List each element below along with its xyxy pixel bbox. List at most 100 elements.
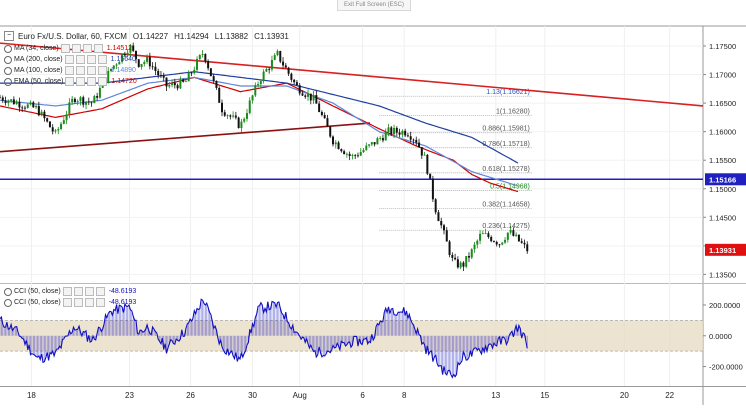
settings-icon[interactable]	[98, 77, 108, 86]
main-legend-row[interactable]: MA (34, close) 1.14512	[4, 43, 132, 54]
candle-body	[4, 100, 7, 103]
candle-body	[484, 233, 487, 235]
candle-body	[218, 88, 221, 103]
eye-icon[interactable]	[4, 55, 12, 64]
settings-icon[interactable]	[93, 44, 103, 53]
settings-icon[interactable]	[71, 44, 81, 53]
candle-body	[79, 97, 82, 102]
cci-legend-label: CCI (50, close)	[14, 299, 61, 306]
eye-icon[interactable]	[4, 298, 12, 307]
candle-body	[517, 234, 520, 242]
fib-level-label: 0.786(1.15718)	[482, 141, 529, 148]
fib-level-label: 0.886(1.15981)	[482, 126, 529, 133]
x-tick-label: 23	[125, 391, 134, 400]
candle-body	[7, 100, 10, 103]
candle-body	[176, 85, 179, 89]
candle-body	[21, 107, 24, 109]
settings-icon[interactable]	[86, 55, 96, 64]
candle-body	[506, 232, 509, 240]
main-legend-row[interactable]: MA (100, close) 1.14890	[4, 65, 136, 76]
candle-body	[179, 79, 182, 89]
fib-level-label: 0.5(1.14968)	[490, 184, 530, 191]
settings-icon[interactable]	[64, 66, 74, 75]
main-legend-value: 1.14720	[111, 78, 137, 85]
settings-icon[interactable]	[73, 298, 83, 307]
candle-body	[212, 76, 215, 81]
candle-body	[134, 50, 137, 60]
candle-body	[51, 127, 54, 132]
exit-fullscreen-button[interactable]: Exit Full Screen (ESC)	[337, 0, 411, 11]
cci-legend-row[interactable]: CCI (50, close) -48.6193	[4, 286, 136, 297]
settings-icon[interactable]	[84, 287, 94, 296]
candle-body	[526, 244, 529, 252]
candle-body	[523, 242, 526, 245]
settings-icon[interactable]	[75, 55, 85, 64]
main-legend-row[interactable]: EMA (50, close) 1.14720	[4, 76, 137, 87]
candle-body	[376, 138, 379, 145]
fib-level-label: 0.236(1.14275)	[482, 223, 529, 230]
main-legend-row[interactable]: MA (200, close) 1.15640	[4, 54, 136, 65]
candle-body	[287, 67, 290, 74]
settings-icon[interactable]	[82, 44, 92, 53]
settings-icon[interactable]	[60, 44, 70, 53]
trendline	[0, 42, 704, 107]
settings-icon[interactable]	[95, 287, 105, 296]
settings-icon[interactable]	[75, 66, 85, 75]
y-tick-label: 1.14500	[709, 213, 736, 222]
settings-icon[interactable]	[62, 287, 72, 296]
candle-body	[440, 221, 443, 226]
settings-icon[interactable]	[87, 77, 97, 86]
candle-body	[498, 244, 501, 246]
x-tick-label: 20	[620, 391, 629, 400]
cci-legend-row[interactable]: CCI (50, close) -48.6193	[4, 297, 136, 308]
eye-icon[interactable]	[4, 77, 12, 86]
settings-icon[interactable]	[97, 66, 107, 75]
candle-body	[184, 81, 187, 83]
candle-body	[257, 84, 260, 86]
settings-icon[interactable]	[73, 287, 83, 296]
settings-icon[interactable]	[95, 298, 105, 307]
x-tick-label: 15	[540, 391, 549, 400]
candle-body	[193, 69, 196, 74]
collapse-icon[interactable]: −	[4, 31, 14, 41]
ohlc-high: H1.14294	[174, 31, 209, 41]
candle-body	[459, 262, 462, 268]
eye-icon[interactable]	[4, 44, 12, 53]
eye-icon[interactable]	[4, 287, 12, 296]
candle-body	[473, 244, 476, 250]
settings-icon[interactable]	[64, 55, 74, 64]
candle-body	[490, 237, 493, 242]
ohlc-low: L1.13882	[214, 31, 249, 41]
settings-icon[interactable]	[84, 298, 94, 307]
candle-body	[85, 101, 88, 105]
grid-layer	[0, 25, 746, 405]
candle-body	[356, 155, 359, 157]
settings-icon[interactable]	[76, 77, 86, 86]
x-tick-label: 6	[360, 391, 365, 400]
candle-body	[456, 259, 459, 268]
candle-body	[37, 106, 40, 116]
candle-body	[318, 103, 321, 112]
candle-body	[343, 151, 346, 155]
candle-body	[248, 100, 251, 114]
settings-icon[interactable]	[97, 55, 107, 64]
candle-body	[387, 127, 390, 132]
settings-icon[interactable]	[62, 298, 72, 307]
candle-body	[487, 233, 490, 238]
candle-body	[245, 113, 248, 119]
candle-body	[370, 142, 373, 145]
x-tick-label: Aug	[293, 391, 307, 400]
eye-icon[interactable]	[4, 66, 12, 75]
candle-body	[390, 127, 393, 135]
candle-body	[520, 241, 523, 243]
y-tick-label: 1.13500	[709, 270, 736, 279]
cci-line	[0, 298, 528, 379]
settings-icon[interactable]	[65, 77, 75, 86]
settings-icon[interactable]	[86, 66, 96, 75]
candle-body	[12, 99, 15, 105]
candle-body	[157, 70, 160, 76]
candle-body	[434, 199, 437, 213]
main-legend-label: MA (34, close)	[14, 45, 59, 52]
main-legend-value: 1.15640	[110, 56, 136, 63]
